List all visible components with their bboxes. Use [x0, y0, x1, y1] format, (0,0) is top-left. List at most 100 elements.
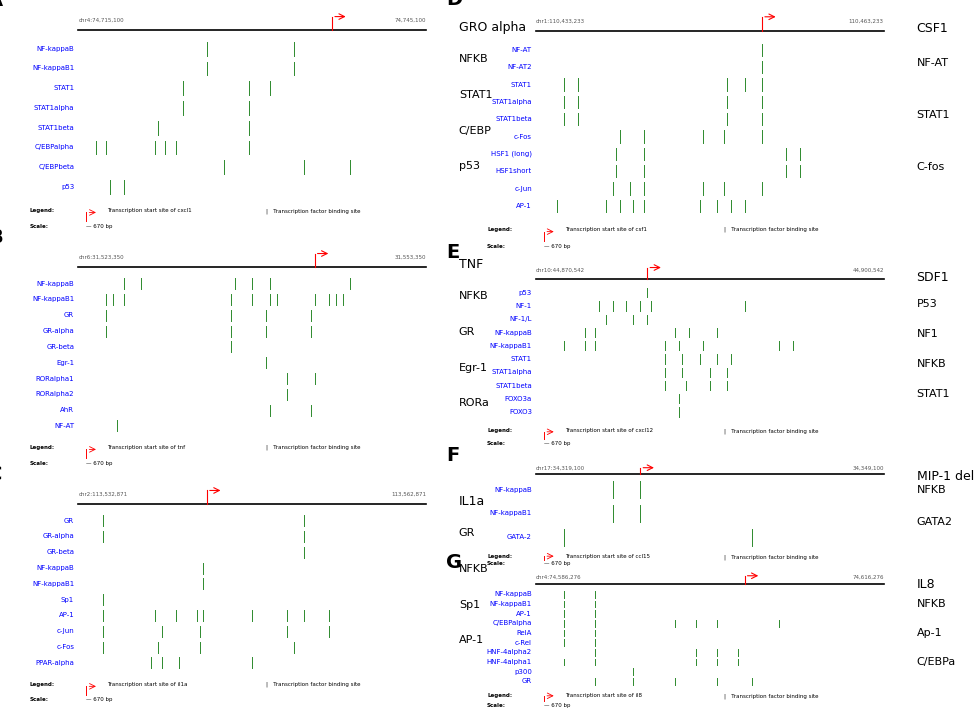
Text: NF-kappaB1: NF-kappaB1: [490, 601, 532, 607]
Text: NF-kappaB1: NF-kappaB1: [32, 297, 74, 302]
Text: NF-1: NF-1: [516, 303, 532, 309]
Text: C: C: [0, 465, 3, 484]
Text: SDF1: SDF1: [917, 271, 949, 284]
Text: D: D: [446, 0, 463, 9]
Text: STAT1: STAT1: [511, 82, 532, 88]
Text: |   Transcription factor binding site: | Transcription factor binding site: [725, 227, 819, 232]
Text: |   Transcription factor binding site: | Transcription factor binding site: [725, 428, 819, 434]
Text: — 670 bp: — 670 bp: [544, 441, 571, 446]
Text: NFKB: NFKB: [917, 485, 946, 495]
Text: Legend:: Legend:: [487, 554, 512, 559]
Text: 44,900,542: 44,900,542: [852, 268, 883, 273]
Text: C/EBPalpha: C/EBPalpha: [493, 620, 532, 626]
Text: GR: GR: [64, 518, 74, 523]
Text: chr10:44,870,542: chr10:44,870,542: [536, 268, 585, 273]
Text: STAT1alpha: STAT1alpha: [492, 369, 532, 376]
Text: 34,349,100: 34,349,100: [852, 466, 883, 471]
Text: NF-AT: NF-AT: [512, 47, 532, 53]
Text: RelA: RelA: [516, 630, 532, 636]
Text: C/EBPa: C/EBPa: [917, 657, 955, 667]
Text: — 670 bp: — 670 bp: [87, 460, 113, 465]
Text: 110,463,233: 110,463,233: [848, 19, 883, 24]
Text: — 670 bp: — 670 bp: [544, 561, 571, 567]
Text: Legend:: Legend:: [487, 428, 512, 433]
Text: Legend:: Legend:: [29, 445, 55, 450]
Text: 74,745,100: 74,745,100: [394, 18, 426, 23]
Text: Ap-1: Ap-1: [917, 628, 942, 638]
Text: NF-kappaB: NF-kappaB: [494, 487, 532, 493]
Text: C/EBPalpha: C/EBPalpha: [35, 144, 74, 151]
Text: NFKB: NFKB: [459, 292, 488, 302]
Text: NF-kappaB: NF-kappaB: [494, 591, 532, 597]
Text: Transcription start site of csf1: Transcription start site of csf1: [565, 227, 647, 232]
Text: NF-AT: NF-AT: [917, 58, 949, 68]
Text: NF-kappaB: NF-kappaB: [494, 330, 532, 335]
Text: GR: GR: [459, 528, 475, 538]
Text: Egr-1: Egr-1: [56, 360, 74, 365]
Text: RORalpha1: RORalpha1: [36, 376, 74, 381]
Text: TNF: TNF: [459, 258, 483, 271]
Text: HNF-4alpha2: HNF-4alpha2: [487, 649, 532, 656]
Text: Scale:: Scale:: [487, 703, 506, 708]
Text: Transcription start site of cxcl1: Transcription start site of cxcl1: [107, 208, 192, 213]
Text: |   Transcription factor binding site: | Transcription factor binding site: [725, 693, 819, 699]
Text: Scale:: Scale:: [29, 223, 49, 228]
Text: P53: P53: [917, 299, 937, 309]
Text: Scale:: Scale:: [29, 460, 49, 465]
Text: p53: p53: [459, 162, 480, 172]
Text: GR-beta: GR-beta: [46, 549, 74, 555]
Text: 31,553,350: 31,553,350: [394, 255, 426, 260]
Text: STAT1alpha: STAT1alpha: [492, 99, 532, 105]
Text: A: A: [0, 0, 4, 10]
Text: Transcription start site of il1a: Transcription start site of il1a: [107, 682, 187, 687]
Text: C-fos: C-fos: [917, 162, 945, 172]
Text: chr6:31,523,350: chr6:31,523,350: [78, 255, 124, 260]
Text: B: B: [0, 228, 3, 247]
Text: GATA2: GATA2: [917, 517, 953, 527]
Text: Scale:: Scale:: [29, 697, 49, 702]
Text: NF-AT: NF-AT: [55, 423, 74, 429]
Text: 113,562,871: 113,562,871: [391, 492, 426, 497]
Text: c-Jun: c-Jun: [56, 628, 74, 634]
Text: p300: p300: [514, 668, 532, 675]
Text: IL1a: IL1a: [459, 495, 485, 508]
Text: c-Fos: c-Fos: [56, 644, 74, 650]
Text: chr2:113,532,871: chr2:113,532,871: [78, 492, 128, 497]
Text: C/EBP: C/EBP: [459, 126, 492, 136]
Text: PPAR-alpha: PPAR-alpha: [35, 660, 74, 666]
Text: NF-kappaB: NF-kappaB: [36, 565, 74, 571]
Text: chr17:34,319,100: chr17:34,319,100: [536, 466, 585, 471]
Text: NF-kappaB1: NF-kappaB1: [32, 65, 74, 72]
Text: STAT1beta: STAT1beta: [495, 383, 532, 388]
Text: STAT1alpha: STAT1alpha: [34, 105, 74, 111]
Text: AhR: AhR: [60, 407, 74, 413]
Text: GRO alpha: GRO alpha: [459, 21, 526, 34]
Text: STAT1: STAT1: [459, 90, 492, 100]
Text: Egr-1: Egr-1: [459, 363, 488, 373]
Text: — 670 bp: — 670 bp: [87, 697, 113, 702]
Text: Legend:: Legend:: [487, 227, 512, 232]
Text: chr4:74,586,276: chr4:74,586,276: [536, 575, 581, 580]
Text: GR: GR: [64, 312, 74, 318]
Text: HNF-4alpha1: HNF-4alpha1: [487, 659, 532, 665]
Text: p53: p53: [61, 184, 74, 190]
Text: — 670 bp: — 670 bp: [544, 703, 571, 708]
Text: IL8: IL8: [917, 579, 935, 592]
Text: E: E: [446, 243, 460, 262]
Text: MIP-1 delta: MIP-1 delta: [917, 470, 974, 482]
Text: Transcription start site of ccl15: Transcription start site of ccl15: [565, 554, 650, 559]
Text: NFKB: NFKB: [459, 55, 488, 65]
Text: |   Transcription factor binding site: | Transcription factor binding site: [267, 208, 361, 213]
Text: NF-kappaB1: NF-kappaB1: [490, 342, 532, 349]
Text: NF-kappaB: NF-kappaB: [36, 46, 74, 52]
Text: RORalpha2: RORalpha2: [36, 391, 74, 397]
Text: NF-AT2: NF-AT2: [507, 64, 532, 70]
Text: Sp1: Sp1: [459, 600, 480, 610]
Text: RORa: RORa: [459, 398, 490, 409]
Text: NFKB: NFKB: [917, 359, 946, 369]
Text: FOXO3a: FOXO3a: [505, 396, 532, 402]
Text: NF-kappaB1: NF-kappaB1: [490, 510, 532, 516]
Text: FOXO3: FOXO3: [509, 409, 532, 415]
Text: GR: GR: [522, 679, 532, 684]
Text: |   Transcription factor binding site: | Transcription factor binding site: [267, 445, 361, 450]
